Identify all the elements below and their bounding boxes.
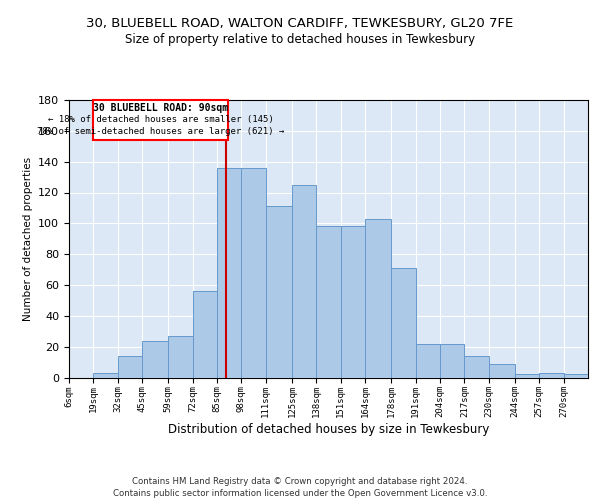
Bar bbox=[391, 268, 416, 378]
Text: ← 18% of detached houses are smaller (145): ← 18% of detached houses are smaller (14… bbox=[48, 114, 274, 124]
Bar bbox=[341, 226, 365, 378]
Y-axis label: Number of detached properties: Number of detached properties bbox=[23, 156, 32, 321]
Bar bbox=[563, 374, 588, 378]
Bar bbox=[169, 336, 193, 378]
Bar bbox=[488, 364, 515, 378]
Bar bbox=[365, 218, 391, 378]
FancyBboxPatch shape bbox=[94, 100, 228, 140]
Bar bbox=[217, 168, 241, 378]
Bar bbox=[515, 374, 539, 378]
Bar bbox=[539, 373, 563, 378]
Bar bbox=[94, 373, 118, 378]
Text: 30 BLUEBELL ROAD: 90sqm: 30 BLUEBELL ROAD: 90sqm bbox=[93, 103, 229, 113]
Bar bbox=[316, 226, 341, 378]
Text: Contains public sector information licensed under the Open Government Licence v3: Contains public sector information licen… bbox=[113, 490, 487, 498]
Bar bbox=[440, 344, 464, 378]
Bar bbox=[416, 344, 440, 378]
Bar bbox=[142, 340, 169, 378]
X-axis label: Distribution of detached houses by size in Tewkesbury: Distribution of detached houses by size … bbox=[168, 423, 489, 436]
Bar bbox=[266, 206, 292, 378]
Text: 78% of semi-detached houses are larger (621) →: 78% of semi-detached houses are larger (… bbox=[37, 127, 284, 136]
Bar bbox=[193, 291, 217, 378]
Bar bbox=[292, 185, 316, 378]
Bar bbox=[118, 356, 142, 378]
Text: 30, BLUEBELL ROAD, WALTON CARDIFF, TEWKESBURY, GL20 7FE: 30, BLUEBELL ROAD, WALTON CARDIFF, TEWKE… bbox=[86, 18, 514, 30]
Bar bbox=[241, 168, 266, 378]
Bar bbox=[464, 356, 488, 378]
Text: Size of property relative to detached houses in Tewkesbury: Size of property relative to detached ho… bbox=[125, 32, 475, 46]
Text: Contains HM Land Registry data © Crown copyright and database right 2024.: Contains HM Land Registry data © Crown c… bbox=[132, 476, 468, 486]
